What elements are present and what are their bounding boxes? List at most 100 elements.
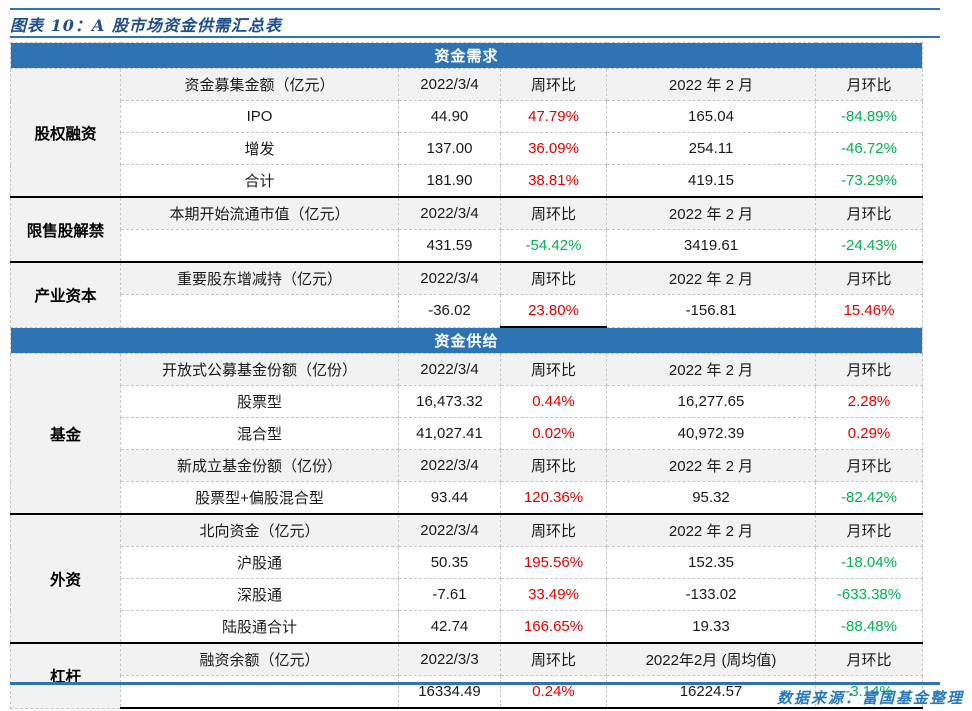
cell-value: 41,027.41: [398, 417, 501, 450]
cell-wow-header: 周环比: [500, 642, 607, 676]
data-source: 数据来源：富国基金整理: [776, 689, 964, 707]
cell-date: 2022/3/4: [398, 196, 501, 230]
cell-label: 合计: [120, 164, 399, 198]
cell-mom: -88.48%: [814, 610, 924, 644]
cell-date: 2022/3/4: [398, 261, 501, 295]
section-banner-supply: 资金供给: [9, 326, 924, 354]
cell-date: 2022/3/3: [398, 642, 501, 676]
cell-wow: 0.44%: [500, 385, 607, 418]
cell-mom: -82.42%: [814, 481, 924, 515]
cell-month-value: 152.35: [606, 546, 816, 579]
cell-mom-header: 月环比: [814, 68, 924, 101]
cell-wow-header: 周环比: [500, 196, 607, 230]
cell-month-header: 2022 年 2 月: [606, 353, 816, 386]
cell-mom-header: 月环比: [814, 261, 924, 295]
table-row: 外资 北向资金（亿元） 2022/3/4 周环比 2022 年 2 月 月环比: [10, 513, 924, 644]
cell-mom-header: 月环比: [814, 642, 924, 676]
cell-wow: 38.81%: [500, 164, 607, 198]
cell-mom-header: 月环比: [814, 196, 924, 230]
cell-mom: -73.29%: [814, 164, 924, 198]
cell-date: 2022/3/4: [398, 353, 501, 386]
cell-mom: -3.14%: [814, 675, 924, 709]
cell-date: 2022/3/4: [398, 449, 501, 482]
cell-value: 50.35: [398, 546, 501, 579]
cell-label: 陆股通合计: [120, 610, 399, 644]
cell-label: 混合型: [120, 417, 399, 450]
cell-month-header: 2022 年 2 月: [606, 261, 816, 295]
cell-wow: 33.49%: [500, 578, 607, 611]
cell-month-header: 2022 年 2 月: [606, 196, 816, 230]
cell-month-header: 2022 年 2 月: [606, 513, 816, 547]
cell-wow: 166.65%: [500, 610, 607, 644]
cell-mom: -633.38%: [814, 578, 924, 611]
bottom-divider: [10, 682, 940, 685]
cell-wow: 0.24%: [500, 675, 607, 709]
cell-month-value: 40,972.39: [606, 417, 816, 450]
cell-date: 2022/3/4: [398, 68, 501, 101]
cell-label: 深股通: [120, 578, 399, 611]
cell-value: 431.59: [398, 229, 501, 263]
cell-month-value: 16224.57: [606, 675, 816, 709]
cell-mom: -84.89%: [814, 100, 924, 133]
cell-month-value: 19.33: [606, 610, 816, 644]
cell-value: 42.74: [398, 610, 501, 644]
cell-label: IPO: [120, 100, 399, 133]
cell-label: 增发: [120, 132, 399, 165]
cell-wow: -54.42%: [500, 229, 607, 263]
cell-wow: 23.80%: [500, 294, 607, 328]
cell-month-header: 2022 年 2 月: [606, 449, 816, 482]
cell-wow: 0.02%: [500, 417, 607, 450]
cell-wow-header: 周环比: [500, 261, 607, 295]
cell-month-value: 254.11: [606, 132, 816, 165]
cell-mom: 0.29%: [814, 417, 924, 450]
cell-month-value: 16,277.65: [606, 385, 816, 418]
table-row: -36.02 23.80% -156.81 15.46%: [11, 294, 924, 328]
cell-label: 资金募集金额（亿元）: [120, 68, 399, 101]
cell-month-header: 2022年2月 (周均值): [606, 642, 816, 676]
cell-wow-header: 周环比: [500, 68, 607, 101]
cell-month-value: 3419.61: [606, 229, 816, 263]
table-row: 杠杆 融资余额（亿元） 2022/3/3 周环比 2022年2月 (周均值) 月…: [10, 642, 924, 709]
table-row: 合计 181.90 38.81% 419.15 -73.29%: [11, 164, 924, 198]
cell-label: 北向资金（亿元）: [120, 513, 399, 547]
cell-date: 2022/3/4: [398, 513, 501, 547]
table-row: 新成立基金份额（亿份） 2022/3/4 周环比 2022 年 2 月 月环比: [11, 449, 924, 482]
table-row: 陆股通合计 42.74 166.65% 19.33 -88.48%: [11, 610, 924, 644]
table-row: 资金供给: [9, 326, 924, 354]
cell-wow: 47.79%: [500, 100, 607, 133]
cell-label: 新成立基金份额（亿份）: [120, 449, 399, 482]
cell-label: [120, 294, 399, 328]
cell-value: -7.61: [398, 578, 501, 611]
table-row: 混合型 41,027.41 0.02% 40,972.39 0.29%: [11, 417, 924, 450]
group-label-foreign-capital: 外资: [10, 513, 121, 644]
table-row: 增发 137.00 36.09% 254.11 -46.72%: [11, 132, 924, 165]
cell-label: 本期开始流通市值（亿元）: [120, 196, 399, 230]
top-divider: [10, 8, 940, 10]
cell-mom: -18.04%: [814, 546, 924, 579]
cell-month-value: 165.04: [606, 100, 816, 133]
cell-month-value: 419.15: [606, 164, 816, 198]
table-row: IPO 44.90 47.79% 165.04 -84.89%: [11, 100, 924, 133]
cell-mom: -24.43%: [814, 229, 924, 263]
cell-label: [120, 675, 399, 709]
cell-month-value: -133.02: [606, 578, 816, 611]
table-row: 431.59 -54.42% 3419.61 -24.43%: [11, 229, 924, 263]
table-row: 深股通 -7.61 33.49% -133.02 -633.38%: [11, 578, 924, 611]
cell-wow-header: 周环比: [500, 449, 607, 482]
cell-label: 沪股通: [120, 546, 399, 579]
cell-value: 181.90: [398, 164, 501, 198]
title-divider: [10, 36, 940, 38]
cell-value: -36.02: [398, 294, 501, 328]
table-row: 限售股解禁 本期开始流通市值（亿元） 2022/3/4 周环比 2022 年 2…: [10, 196, 924, 263]
table-row: 股票型 16,473.32 0.44% 16,277.65 2.28%: [11, 385, 924, 418]
figure-title: 图表 10：A 股市场资金供需汇总表: [10, 16, 282, 35]
cell-value: 93.44: [398, 481, 501, 515]
cell-label: [120, 229, 399, 263]
table-row: 沪股通 50.35 195.56% 152.35 -18.04%: [11, 546, 924, 579]
cell-value: 137.00: [398, 132, 501, 165]
group-label-funds: 基金: [10, 353, 121, 515]
table-row: 资金需求: [9, 42, 924, 69]
cell-wow: 195.56%: [500, 546, 607, 579]
cell-label: 融资余额（亿元）: [120, 642, 399, 676]
group-label-equity-financing: 股权融资: [10, 68, 121, 198]
